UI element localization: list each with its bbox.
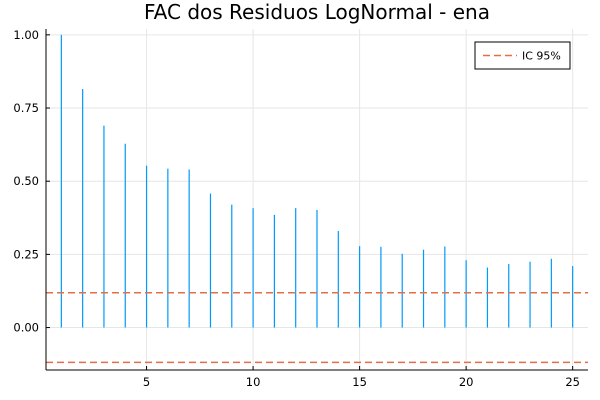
y-tick-label: 0.75: [13, 101, 39, 115]
x-tick-label: 5: [143, 375, 150, 389]
axes: [45, 29, 588, 371]
y-tick-label: 1.00: [13, 28, 39, 42]
x-tick-label: 10: [246, 375, 261, 389]
confidence-band-lines: [46, 291, 588, 364]
legend-box: [474, 41, 571, 70]
x-tick-label: 25: [565, 375, 580, 389]
x-tick-label: 15: [352, 375, 367, 389]
legend: IC 95%: [474, 41, 571, 70]
y-tick-label: 0.50: [13, 174, 39, 188]
acf-stems: [60, 34, 574, 328]
tick-labels: 5 10 15 20 25 0.00 0.25 0.50 0.75 1.00: [13, 28, 580, 389]
x-tick-label: 20: [459, 375, 474, 389]
y-tick-label: 0.00: [13, 321, 39, 335]
chart-title: FAC dos Residuos LogNormal - ena: [144, 0, 490, 24]
y-tick-label: 0.25: [13, 247, 39, 261]
legend-label: IC 95%: [522, 50, 561, 63]
